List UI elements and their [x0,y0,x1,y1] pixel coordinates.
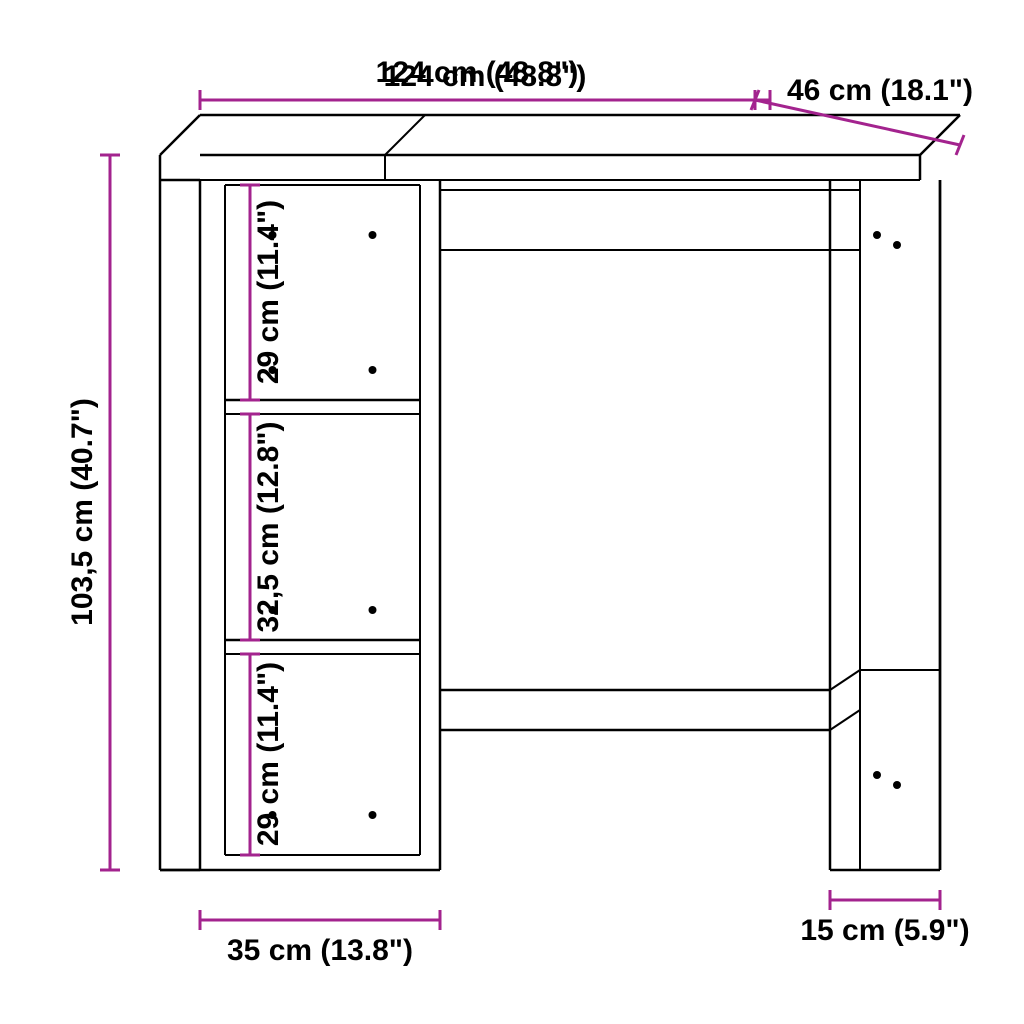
dim-height-label: 103,5 cm (40.7") [66,398,99,626]
dim-leg-width-label: 15 cm (5.9") [800,914,969,947]
dim-shelf-mid-label: 32,5 cm (12.8") [252,421,285,632]
dimensions-layer: 124 cm (48.8") 46 cm (18.1") 103,5 cm (4… [66,56,973,967]
dim-height: 103,5 cm (40.7") [66,155,120,870]
dim-shelf-bot-label: 29 cm (11.4") [252,662,285,846]
dim-width: 124 cm (48.8") [200,56,755,110]
dim-shelf-width-label: 35 cm (13.8") [227,934,413,967]
dim-shelf-top-label: 29 cm (11.4") [252,200,285,384]
dim-shelf-bot: 29 cm (11.4") [240,654,285,855]
dim-leg-width: 15 cm (5.9") [800,890,969,947]
dim-shelf-width: 35 cm (13.8") [200,910,440,967]
dim-shelf-mid: 32,5 cm (12.8") [240,414,285,640]
dim-depth-label: 46 cm (18.1") [787,74,973,107]
dim-shelf-top: 29 cm (11.4") [240,185,285,400]
dim-depth: 46 cm (18.1") [751,74,973,155]
dim-width-label: 124 cm (48.8") [376,56,579,89]
